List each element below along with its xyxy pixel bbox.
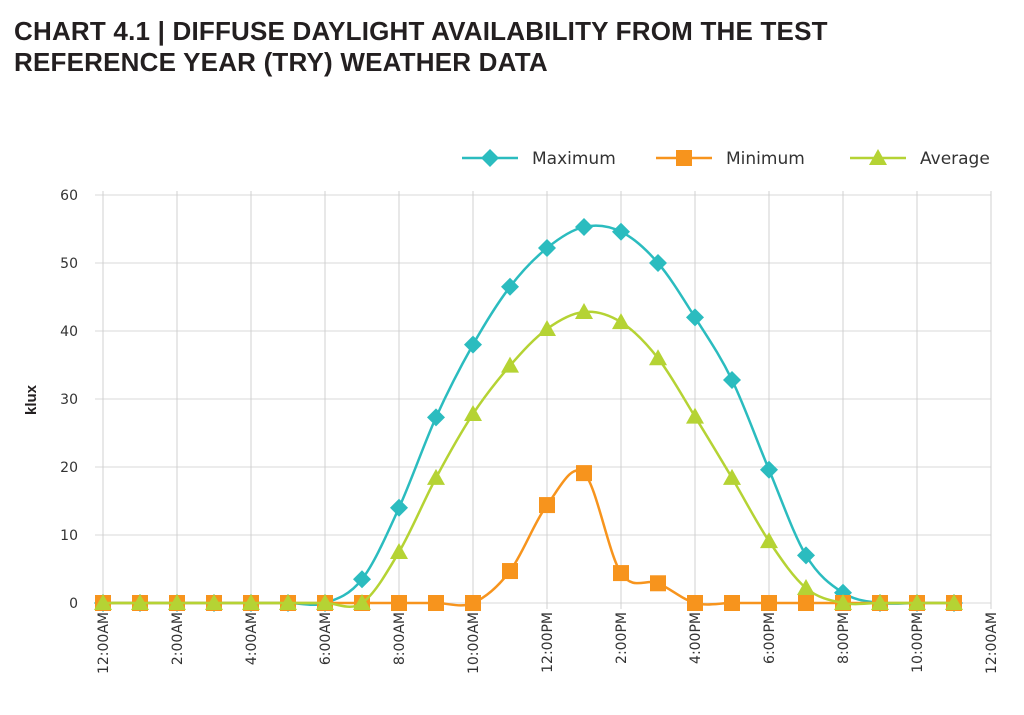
triangle-marker <box>871 594 889 610</box>
triangle-marker <box>649 349 667 366</box>
diamond-marker <box>760 460 778 479</box>
triangle-marker <box>168 594 186 610</box>
square-marker <box>687 595 703 611</box>
triangle-marker <box>353 594 371 610</box>
series-line <box>103 469 954 607</box>
triangle-marker <box>869 149 887 165</box>
diamond-marker <box>723 370 741 389</box>
diamond-marker <box>427 408 445 427</box>
grid <box>95 191 992 609</box>
square-marker <box>798 595 814 611</box>
y-axis-ticks: 0 10 20 30 40 50 60 <box>60 188 78 612</box>
x-tick-label: 2:00PM <box>614 612 630 664</box>
square-marker <box>613 565 629 582</box>
chart-title: CHART 4.1 | DIFFUSE DAYLIGHT AVAILABILIT… <box>14 16 828 78</box>
x-tick-label: 4:00AM <box>244 612 260 665</box>
legend-item-minimum: Minimum <box>656 149 805 169</box>
diamond-marker <box>612 222 630 241</box>
triangle-marker <box>612 313 630 330</box>
x-tick-label: 8:00AM <box>392 612 408 665</box>
square-marker <box>724 595 740 611</box>
legend-label: Maximum <box>532 149 616 169</box>
diamond-marker <box>538 239 556 258</box>
legend-item-maximum: Maximum <box>462 149 616 169</box>
diamond-marker <box>649 254 667 272</box>
triangle-marker <box>316 594 334 610</box>
triangle-marker <box>797 579 815 596</box>
x-tick-label: 10:00AM <box>466 612 482 674</box>
x-tick-label: 12:00PM <box>540 612 556 673</box>
triangle-marker <box>575 302 593 319</box>
x-tick-label: 10:00PM <box>910 612 926 673</box>
square-marker <box>391 595 407 611</box>
diamond-marker <box>464 335 482 354</box>
x-tick-label: 12:00AM <box>96 612 112 674</box>
triangle-marker <box>760 532 778 549</box>
series-average <box>94 302 963 610</box>
triangle-marker <box>427 468 445 485</box>
x-tick-label: 6:00AM <box>318 612 334 665</box>
triangle-marker <box>686 407 704 424</box>
triangle-marker <box>723 468 741 485</box>
legend: Maximum Minimum Average <box>462 149 990 169</box>
chart-title-line-1: CHART 4.1 | DIFFUSE DAYLIGHT AVAILABILIT… <box>14 16 828 46</box>
square-marker <box>650 575 666 592</box>
triangle-marker <box>538 319 556 336</box>
diamond-marker <box>353 570 371 589</box>
x-tick-label: 8:00PM <box>836 612 852 664</box>
x-tick-label: 4:00PM <box>688 612 704 664</box>
square-marker <box>428 595 444 611</box>
series-maximum <box>94 217 963 612</box>
square-marker <box>539 497 555 514</box>
triangle-marker <box>834 594 852 610</box>
y-tick-label: 0 <box>69 596 78 612</box>
x-tick-label: 12:00AM <box>984 612 1000 674</box>
chart-title-line-2: REFERENCE YEAR (TRY) WEATHER DATA <box>14 47 548 77</box>
legend-item-average: Average <box>850 149 990 169</box>
y-tick-label: 20 <box>60 460 78 476</box>
diamond-marker <box>797 546 815 565</box>
triangle-marker <box>945 594 963 610</box>
triangle-marker <box>205 594 223 610</box>
x-axis-ticks: 12:00AM 2:00AM 4:00AM 6:00AM 8:00AM 10:00AM 12… <box>96 612 1000 674</box>
y-tick-label: 40 <box>60 324 78 340</box>
triangle-marker <box>908 594 926 610</box>
legend-label: Minimum <box>726 149 805 169</box>
square-marker <box>761 595 777 611</box>
diamond-marker <box>390 498 408 517</box>
legend-label: Average <box>920 149 990 169</box>
y-axis-label: klux <box>23 384 40 415</box>
y-tick-label: 50 <box>60 256 78 272</box>
y-tick-label: 60 <box>60 188 78 204</box>
square-marker <box>676 150 692 166</box>
y-tick-label: 10 <box>60 528 78 544</box>
diamond-marker <box>501 277 519 296</box>
triangle-marker <box>279 594 297 610</box>
series-line <box>103 310 954 608</box>
triangle-marker <box>464 404 482 421</box>
triangle-marker <box>94 594 112 610</box>
triangle-marker <box>242 594 260 610</box>
diamond-marker <box>481 149 499 167</box>
y-tick-label: 30 <box>60 392 78 408</box>
series-group <box>94 217 963 612</box>
triangle-marker <box>501 356 519 373</box>
x-tick-label: 2:00AM <box>170 612 186 665</box>
square-marker <box>465 595 481 611</box>
series-minimum <box>95 465 962 611</box>
diamond-marker <box>575 217 593 236</box>
triangle-marker <box>131 594 149 610</box>
square-marker <box>502 563 518 580</box>
series-line <box>103 224 954 606</box>
square-marker <box>576 465 592 482</box>
diamond-marker <box>686 308 704 327</box>
x-tick-label: 6:00PM <box>762 612 778 664</box>
triangle-marker <box>390 543 408 559</box>
